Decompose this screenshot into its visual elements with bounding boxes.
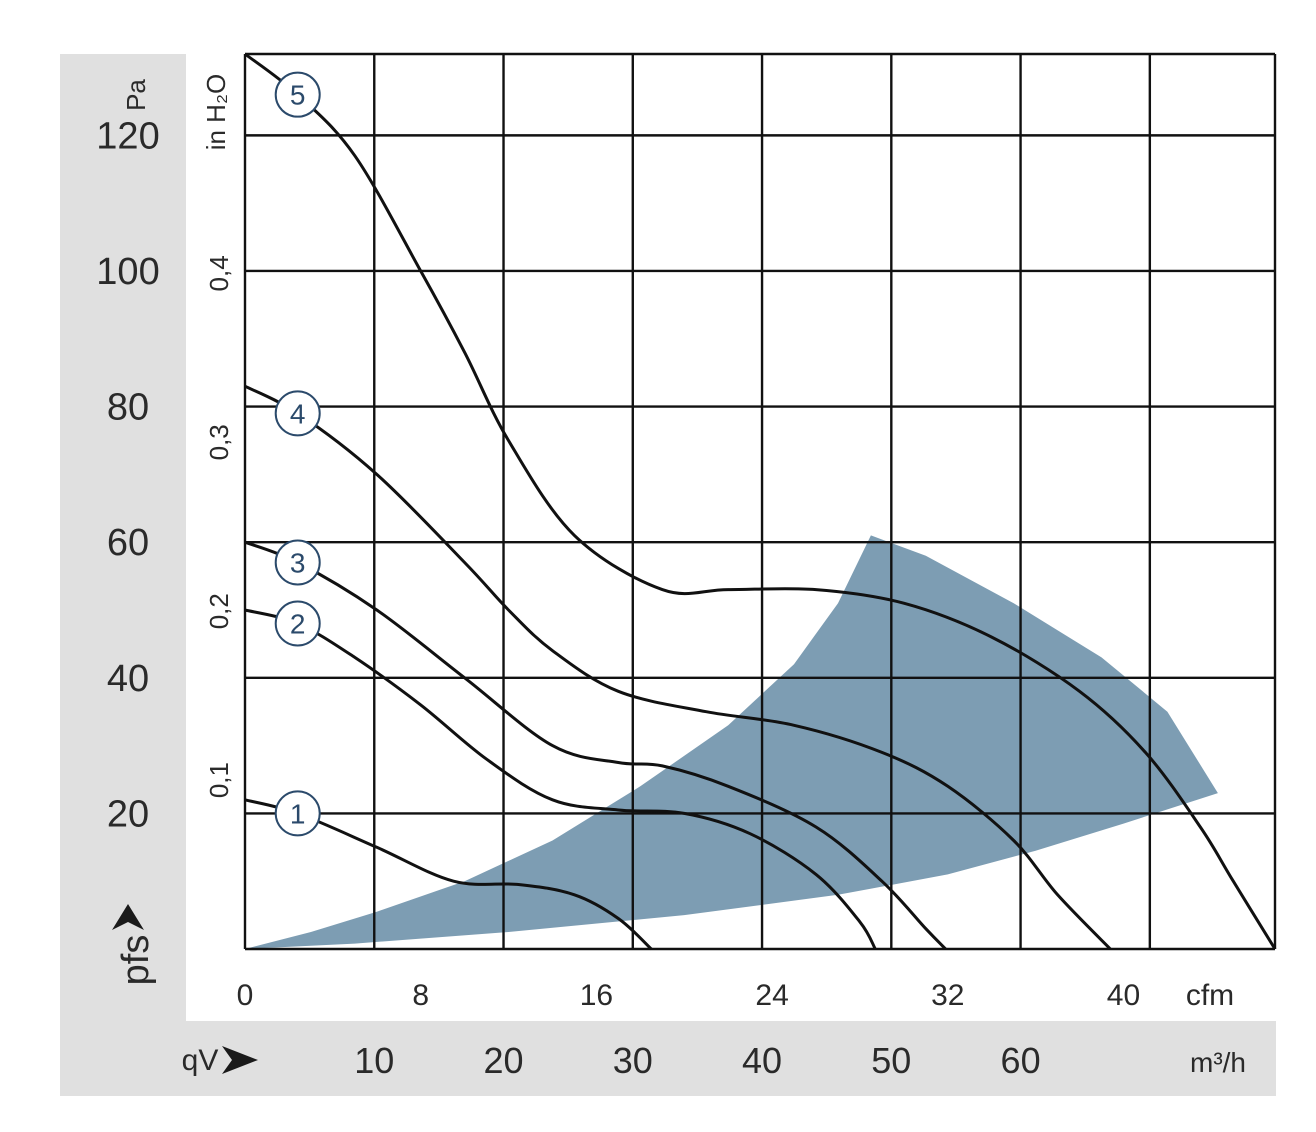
- curve-badge-label-5: 5: [290, 80, 306, 111]
- x-tick-m3h: 10: [354, 1040, 394, 1081]
- x-tick-m3h: 60: [1001, 1040, 1041, 1081]
- y-tick-inh2o: 0,4: [204, 255, 234, 291]
- x-tick-m3h: 40: [742, 1040, 782, 1081]
- operating-region: [245, 535, 1218, 949]
- curve-badge-label-2: 2: [290, 609, 306, 640]
- x-unit-cfm-label: cfm: [1186, 979, 1234, 1012]
- grid-layer: [243, 52, 1277, 951]
- y-tick-pa: 40: [107, 658, 149, 700]
- curve-badge-5: [274, 71, 321, 118]
- y-tick-pa: 100: [96, 251, 159, 293]
- x-axis-label-qv: qV: [182, 1044, 219, 1077]
- curve-badge-label-4: 4: [290, 398, 306, 429]
- x-axis-arrow-icon: [222, 1046, 258, 1074]
- y-tick-inh2o: 0,1: [204, 762, 234, 798]
- x-unit-m3h-label: m³/h: [1190, 1047, 1246, 1078]
- y-unit-pa-label: Pa: [121, 79, 151, 111]
- curve-badge-label-3: 3: [290, 548, 306, 579]
- x-tick-cfm: 8: [412, 979, 429, 1012]
- x-tick-cfm: 0: [237, 979, 254, 1012]
- x-tick-m3h: 50: [871, 1040, 911, 1081]
- curve-3: [244, 540, 947, 951]
- bottom-axis-panel: [60, 1021, 1276, 1096]
- x-tick-m3h: 30: [613, 1040, 653, 1081]
- curve-badge-3: [274, 539, 321, 586]
- curve-badge-4: [274, 390, 321, 437]
- operating-region-layer: [245, 535, 1218, 949]
- y-tick-pa: 60: [107, 522, 149, 564]
- y-tick-inh2o: 0,3: [204, 424, 234, 460]
- y-tick-pa: 80: [107, 387, 149, 429]
- y-tick-pa: 20: [107, 793, 149, 835]
- badge-layer: 1 2 3 4 5: [274, 71, 321, 837]
- y-tick-pa: 120: [96, 115, 159, 157]
- y-axis-arrow-icon: [112, 904, 144, 930]
- y-tick-inh2o: 0,2: [204, 593, 234, 629]
- y-axis-label-pfs: pfs: [115, 935, 157, 986]
- x-tick-cfm: 16: [580, 979, 613, 1012]
- curve-badge-2: [274, 600, 321, 647]
- curve-5: [244, 52, 1277, 950]
- x-tick-cfm: 32: [931, 979, 964, 1012]
- curve-4: [244, 384, 1112, 951]
- x-tick-m3h: 20: [484, 1040, 524, 1081]
- y-unit-inh2o-label: in H₂O: [201, 74, 231, 151]
- curve-2: [244, 608, 877, 950]
- curve-badge-1: [274, 790, 321, 837]
- curve-badge-label-1: 1: [290, 798, 306, 829]
- x-tick-cfm: 24: [755, 979, 788, 1012]
- x-tick-cfm: 40: [1107, 979, 1140, 1012]
